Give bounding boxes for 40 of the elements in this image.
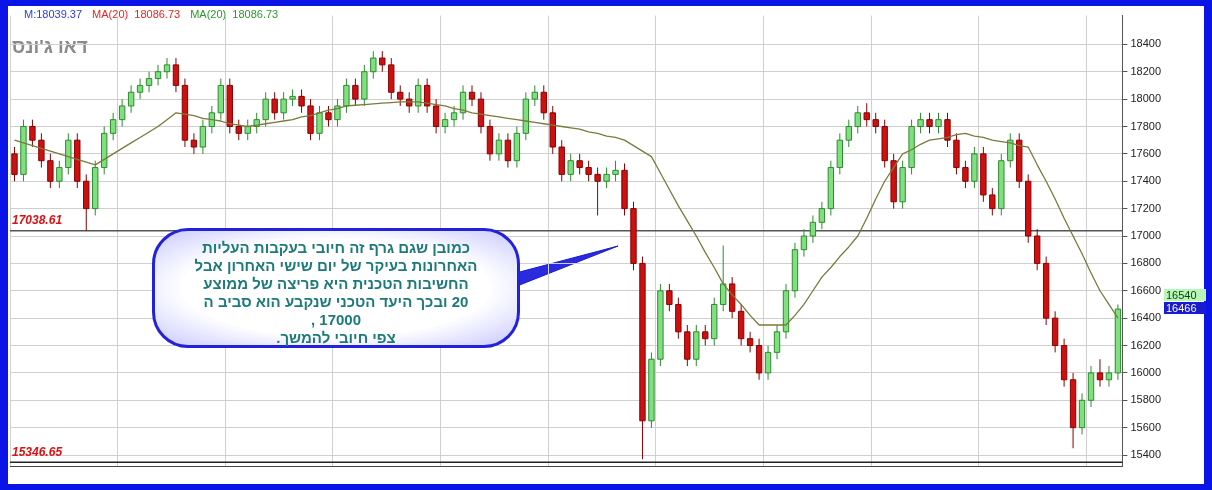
y-tick-label: 17000: [1130, 229, 1162, 242]
ref-line-label: 17038.61: [12, 213, 63, 228]
text: 16466: [1164, 302, 1206, 315]
y-tick-label: 16800: [1130, 256, 1162, 269]
y-tick-label: 18200: [1130, 64, 1162, 77]
candlestick: [971, 146, 978, 189]
y-tick-label: 17400: [1130, 174, 1162, 187]
candlestick: [935, 112, 942, 134]
candlestick: [926, 112, 933, 134]
candlestick: [917, 112, 924, 134]
y-tick-label: 17600: [1130, 146, 1162, 159]
ref-line-label: 15346.65: [12, 444, 63, 459]
candlestick: [47, 153, 54, 189]
candlestick: [29, 119, 36, 148]
candlestick: [657, 283, 664, 367]
annotation: MA(20) 18086.73: [190, 8, 279, 20]
annotation: M:18039.37: [24, 8, 83, 20]
candlestick: [20, 119, 27, 182]
y-tick-label: 17800: [1130, 119, 1162, 132]
y-tick-label: 18400: [1130, 37, 1162, 50]
y-tick-label: 16200: [1130, 338, 1162, 351]
candlestick: [962, 160, 969, 189]
y-tick-label: 17200: [1130, 201, 1162, 214]
candlestick: [944, 112, 951, 148]
candlestick: [56, 160, 63, 189]
candlestick: [316, 105, 323, 141]
candlestick: [11, 146, 18, 182]
candlestick: [585, 160, 592, 182]
candlestick: [666, 283, 673, 312]
y-tick-label: 16400: [1130, 311, 1162, 324]
y-tick-label: 16000: [1130, 365, 1162, 378]
annotation: כמובן שגם גרף זה חיובי בעקבות העליות האחרונות בעיקר של יום שישי האחרון אבל החשיבות הטכנית היא פריצה של ממוצע 20 ובכך היעד הטכני שנקבע הוא סביב ה 17000 , צפי חיובי להמשך.: [193, 239, 479, 347]
candlestick: [361, 64, 368, 107]
y-tick-label: 15800: [1130, 393, 1162, 406]
annotation: MA(20) 18086.73: [92, 8, 181, 20]
y-tick-label: 18000: [1130, 92, 1162, 105]
text: 16540: [1164, 289, 1206, 302]
y-tick-label: 16600: [1130, 283, 1162, 296]
y-tick-label: 15400: [1130, 448, 1162, 461]
y-tick-label: 15600: [1130, 420, 1162, 433]
